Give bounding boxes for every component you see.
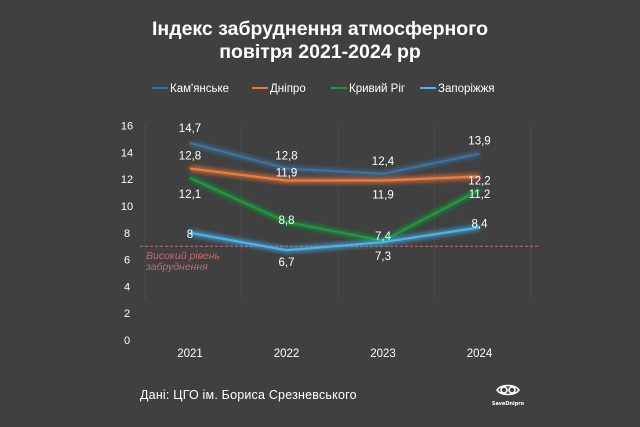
data-label: 11,9 (372, 190, 394, 202)
data-label: 12,4 (372, 156, 395, 168)
x-tick-label: 2023 (370, 348, 396, 360)
x-axis: 2021 2022 2023 2024 (177, 348, 493, 360)
y-tick-label: 12 (121, 174, 133, 186)
data-source-note: Дані: ЦГО ім. Бориса Срезневського (140, 388, 357, 402)
y-tick-label: 16 (121, 121, 133, 133)
legend-label: Запоріжжя (438, 83, 495, 95)
brand-name: SaveDnipro (491, 401, 525, 407)
x-tick-label: 2024 (467, 348, 493, 360)
y-axis: 0 2 4 6 8 10 12 14 16 (121, 121, 133, 347)
data-label: 6,7 (279, 257, 295, 269)
data-label: 7,4 (375, 231, 392, 243)
threshold-label-line-1: Високий рівень (146, 250, 220, 262)
chart-title-line-2: повітря 2021-2024 рр (219, 41, 421, 63)
y-tick-label: 14 (121, 147, 133, 159)
data-label: 14,7 (179, 123, 201, 135)
y-tick-label: 10 (121, 201, 133, 213)
data-label: 12,2 (468, 176, 490, 188)
y-tick-label: 0 (124, 335, 130, 347)
x-tick-label: 2021 (177, 348, 203, 360)
data-labels: 14,7 12,8 12,4 13,9 12,8 11,9 11,9 12,2 12,1 8,8 7… (179, 123, 491, 269)
data-label: 7,3 (375, 251, 391, 263)
data-label: 12,8 (179, 150, 201, 162)
data-label: 8,4 (472, 218, 489, 230)
legend-label: Дніпро (270, 83, 306, 95)
threshold-label-line-2: забруднення (145, 261, 208, 273)
line-chart: Кам'янське Дніпро Кривий Ріг Запоріжжя 0 2 4 6… (121, 83, 538, 360)
chart-gridlines (144, 124, 532, 300)
series-line (189, 141, 480, 175)
chart-title-line-1: Індекс забруднення атмосферного (152, 18, 488, 40)
data-label: 8,8 (279, 215, 295, 227)
y-tick-label: 8 (124, 228, 130, 240)
chart-legend: Кам'янське Дніпро Кривий Ріг Запоріжжя (152, 83, 495, 95)
legend-label: Кам'янське (170, 83, 229, 95)
data-label: 11,9 (276, 168, 298, 180)
brand-logo: SaveDnipro (488, 382, 528, 407)
chart-series (189, 141, 481, 252)
x-tick-label: 2022 (274, 348, 300, 360)
y-tick-label: 6 (124, 255, 130, 267)
data-label: 8 (187, 229, 193, 241)
legend-label: Кривий Ріг (349, 83, 405, 95)
y-tick-label: 2 (124, 308, 130, 320)
series-line (189, 226, 480, 252)
chart-title: Індекс забруднення атмосферного повітря … (0, 18, 640, 64)
series-line (189, 176, 481, 242)
data-label: 12,1 (179, 189, 201, 201)
data-label: 11,2 (469, 189, 491, 201)
data-label: 12,8 (275, 150, 297, 162)
eye-logo-icon (496, 384, 520, 396)
series-line (189, 167, 480, 182)
data-label: 13,9 (468, 136, 490, 148)
y-tick-label: 4 (124, 281, 130, 293)
